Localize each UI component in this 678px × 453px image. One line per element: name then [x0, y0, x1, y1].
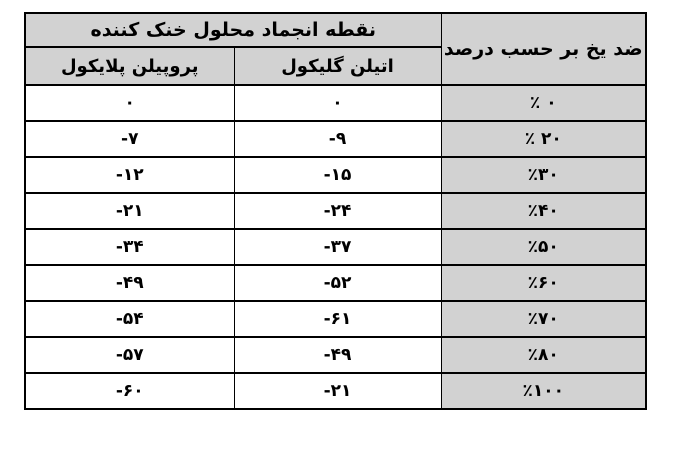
propylene-value-cell: -۵۷ [24, 336, 235, 374]
percent-cell: ٪۶۰ [440, 264, 647, 302]
ethylene-value-cell: ۰ [233, 84, 442, 122]
table-row: ٪ ۲۰ -۹ -۷ [24, 120, 647, 158]
percent-cell: ٪۷۰ [440, 300, 647, 338]
percent-cell: ٪۸۰ [440, 336, 647, 374]
ethylene-value-cell: -۱۵ [233, 156, 442, 194]
col-header-propylene-glycol: پروپیلن پلایکول [24, 46, 235, 86]
table-row: ٪۸۰ -۴۹ -۵۷ [24, 336, 647, 374]
percent-cell: ٪۱۰۰ [440, 372, 647, 410]
table-row: ٪۱۰۰ -۲۱ -۶۰ [24, 372, 647, 410]
percent-cell: ٪۴۰ [440, 192, 647, 230]
col-header-ethylene-glycol: اتیلن گلیکول [233, 46, 442, 86]
header-row-top: ضد یخ بر حسب درصد نقطه انجماد محلول خنک … [24, 12, 647, 86]
percent-cell: ٪۳۰ [440, 156, 647, 194]
col-group-header-freezing-point: نقطه انجماد محلول خنک کننده [24, 12, 442, 48]
propylene-value-cell: -۵۴ [24, 300, 235, 338]
propylene-value-cell: -۶۰ [24, 372, 235, 410]
propylene-value-cell: ۰ [24, 84, 235, 122]
ethylene-value-cell: -۵۲ [233, 264, 442, 302]
table-row: ٪۷۰ -۶۱ -۵۴ [24, 300, 647, 338]
table-header: ضد یخ بر حسب درصد نقطه انجماد محلول خنک … [24, 12, 647, 86]
propylene-value-cell: -۳۴ [24, 228, 235, 266]
table-body: ٪ ۰ ۰ ۰ ٪ ۲۰ -۹ -۷ ٪۳۰ -۱۵ -۱۲ ٪۴۰ -۲۴ -… [24, 84, 647, 410]
propylene-value-cell: -۲۱ [24, 192, 235, 230]
percent-cell: ٪۵۰ [440, 228, 647, 266]
ethylene-value-cell: -۶۱ [233, 300, 442, 338]
antifreeze-freezing-point-table: ضد یخ بر حسب درصد نقطه انجماد محلول خنک … [24, 12, 647, 410]
percent-cell: ٪ ۲۰ [440, 120, 647, 158]
propylene-value-cell: -۷ [24, 120, 235, 158]
ethylene-value-cell: -۳۷ [233, 228, 442, 266]
propylene-value-cell: -۱۲ [24, 156, 235, 194]
ethylene-value-cell: -۹ [233, 120, 442, 158]
ethylene-value-cell: -۲۱ [233, 372, 442, 410]
table-row: ٪۵۰ -۳۷ -۳۴ [24, 228, 647, 266]
ethylene-value-cell: -۴۹ [233, 336, 442, 374]
table-row: ٪۶۰ -۵۲ -۴۹ [24, 264, 647, 302]
col-header-antifreeze-percent: ضد یخ بر حسب درصد [440, 12, 647, 86]
table-row: ٪۳۰ -۱۵ -۱۲ [24, 156, 647, 194]
header-row-sub: اتیلن گلیکول پروپیلن پلایکول [24, 46, 646, 86]
table-row: ٪۴۰ -۲۴ -۲۱ [24, 192, 647, 230]
percent-cell: ٪ ۰ [440, 84, 647, 122]
ethylene-value-cell: -۲۴ [233, 192, 442, 230]
propylene-value-cell: -۴۹ [24, 264, 235, 302]
table-row: ٪ ۰ ۰ ۰ [24, 84, 647, 122]
